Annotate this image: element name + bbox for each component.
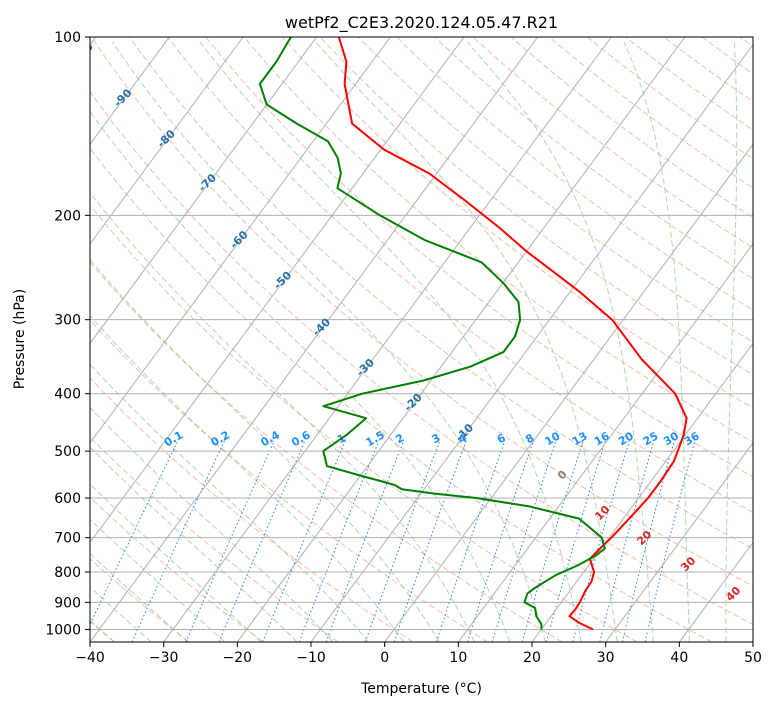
y-tick-label: 1000: [45, 622, 81, 638]
mixing-ratio-line: [131, 440, 226, 642]
dry-adiabat-line: [90, 377, 414, 642]
mixing-ratio-line: [435, 440, 506, 642]
moist-adiabat-line: [90, 192, 475, 642]
isotherm-gridline: [90, 37, 170, 146]
isotherm-gridline: [90, 37, 465, 544]
mixing-ratio-line: [185, 440, 275, 642]
dry-adiabat-line: [281, 37, 753, 409]
pressure-gridlines: [90, 37, 753, 630]
y-tick-label: 200: [54, 208, 81, 224]
y-tick-label: 600: [54, 491, 81, 507]
plot-frame: [89, 36, 754, 643]
y-tick-label: 100: [54, 30, 81, 46]
moist-adiabat-line: [315, 41, 618, 642]
temperature-profile-line: [337, 37, 688, 631]
y-tick-label: 400: [54, 387, 81, 403]
isotherm-gridline: [310, 43, 753, 642]
x-tick-label: 40: [670, 650, 688, 666]
moist-adiabat-line: [90, 314, 405, 642]
y-tick-label: 700: [54, 531, 81, 547]
moist-adiabat-line: [90, 363, 369, 642]
isotherm-gridline: [605, 442, 753, 642]
dry-adiabat-line: [129, 37, 753, 550]
mixing-ratio-line: [644, 440, 696, 642]
moist-adiabat-line: [90, 406, 334, 642]
y-tick-label: 800: [54, 565, 81, 581]
dry-adiabat-line: [90, 204, 638, 642]
x-tick-label: 20: [523, 650, 541, 666]
dewpoint-profile-line: [258, 37, 606, 630]
x-tick-label: 0: [380, 650, 389, 666]
moist-adiabat-line: [623, 41, 690, 642]
moist-adiabat-line: [90, 552, 189, 642]
moist-adiabats: [90, 41, 738, 642]
x-tick-label: −30: [149, 650, 179, 666]
y-tick-label: 300: [54, 313, 81, 329]
dry-adiabat-line: [434, 37, 753, 280]
isotherm-gridline: [457, 242, 753, 642]
x-tick-label: −10: [296, 650, 326, 666]
moist-adiabat-line: [199, 41, 582, 642]
dry-adiabat-line: [90, 90, 753, 626]
moist-adiabat-line: [725, 42, 738, 642]
mixing-ratio-line: [572, 440, 630, 642]
mixing-ratio-line: [491, 440, 557, 642]
y-tick-label: 500: [54, 444, 81, 460]
moist-adiabat-line: [111, 41, 546, 642]
isotherm-gridline: [90, 37, 539, 642]
isotherm-gridline: [163, 37, 612, 642]
mixing-ratio-line: [467, 440, 534, 642]
chart-title: wetPf2_C2E3.2020.124.05.47.R21: [285, 13, 558, 33]
x-tick-label: −40: [75, 650, 105, 666]
moist-adiabat-line: [466, 41, 654, 642]
mixing-ratio-lines: [90, 440, 696, 642]
dry-adiabat-line: [319, 37, 753, 376]
isotherm-gridline: [384, 143, 753, 642]
mixing-ratio-line: [521, 440, 584, 642]
dry-adiabat-line: [90, 147, 712, 642]
moist-adiabat-line: [90, 483, 262, 642]
x-axis-label: Temperature (°C): [360, 681, 482, 697]
moist-adiabat-line: [90, 110, 511, 642]
mixing-ratio-line: [262, 440, 346, 642]
dry-adiabat-line: [90, 436, 339, 642]
dry-adiabats: [90, 37, 753, 642]
isotherm-gridline: [90, 37, 391, 444]
plot-area: -100-90-80-70-60-50-40-30-20-10010203040…: [90, 37, 753, 642]
x-tick-label: 10: [449, 650, 467, 666]
dry-adiabat-line: [472, 37, 753, 249]
x-tick-label: 30: [597, 650, 615, 666]
sounding-profiles: [258, 37, 688, 631]
mixing-ratio-line: [298, 440, 380, 642]
moist-adiabat-line: [90, 586, 152, 642]
dry-adiabat-line: [510, 37, 753, 219]
isotherm-gridline: [236, 37, 686, 642]
dry-adiabat-line: [396, 37, 753, 311]
x-tick-label: −20: [223, 650, 253, 666]
x-tick-label: 50: [744, 650, 762, 666]
mixing-ratio-line: [90, 440, 179, 626]
isotherm-gridline: [90, 37, 318, 345]
isotherm-gridline: [90, 37, 244, 245]
moist-adiabat-line: [90, 258, 440, 642]
mixing-ratio-line: [218, 440, 306, 642]
dry-adiabat-line: [358, 37, 753, 343]
y-tick-label: 900: [54, 595, 81, 611]
mixing-ratio-line: [545, 440, 606, 642]
y-axis-label: Pressure (hPa): [12, 289, 28, 389]
axes: −40 −30 −20 −10 0 10 20 30 40 50 100 200 300 400 500 60…: [45, 30, 762, 666]
